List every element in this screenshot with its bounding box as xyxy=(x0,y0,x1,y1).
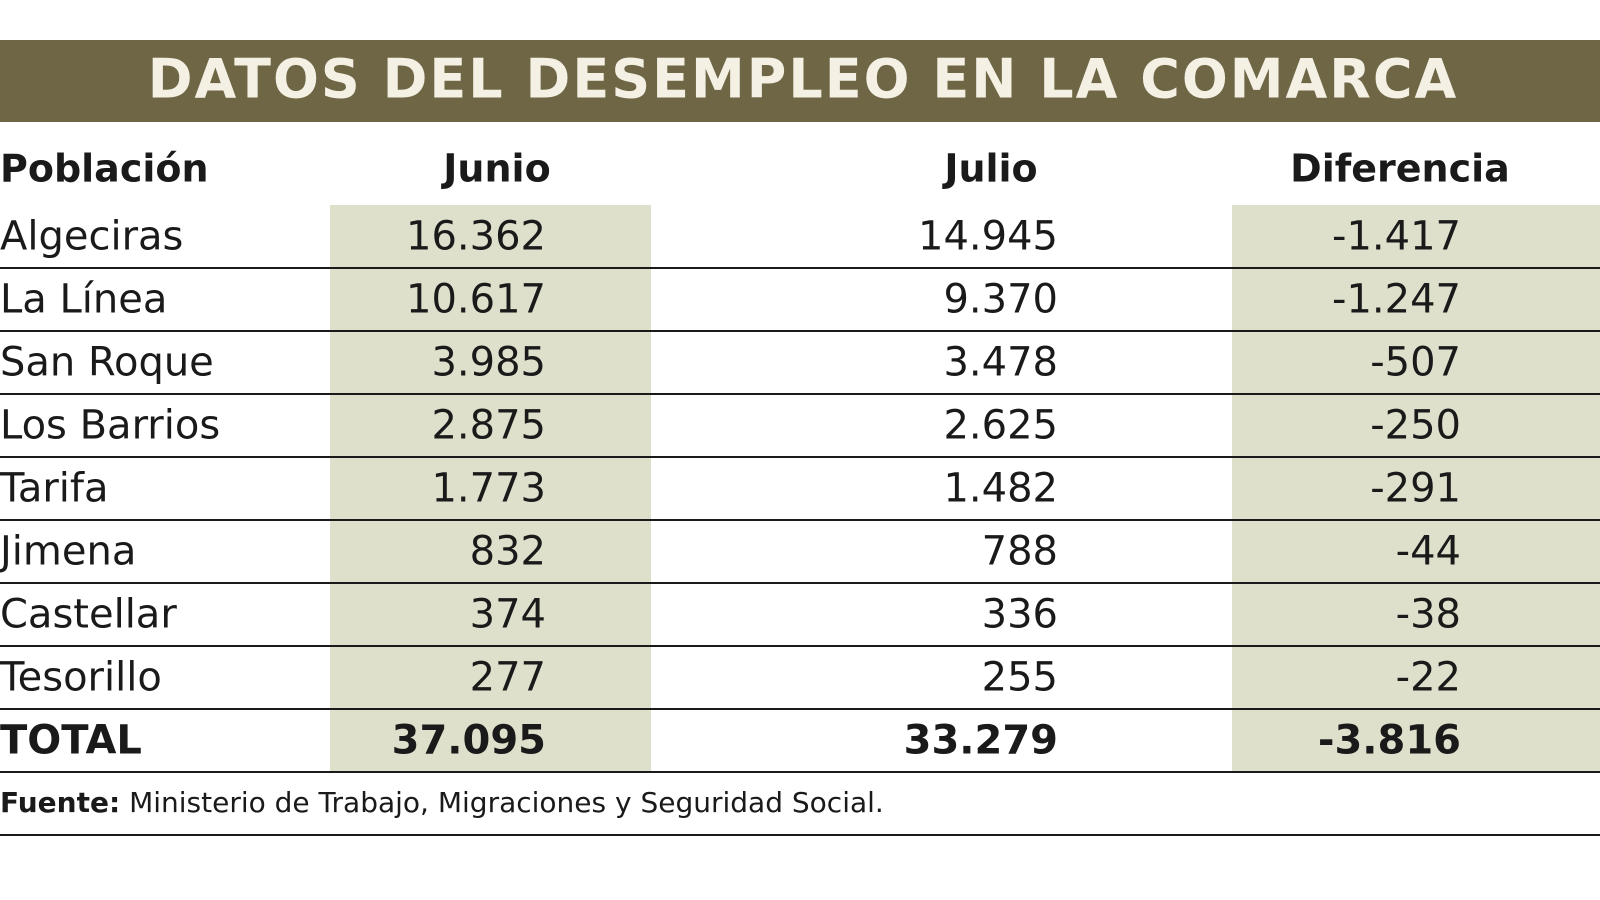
row-label: TOTAL xyxy=(0,718,142,764)
row-label: Castellar xyxy=(0,592,177,638)
row-label: La Línea xyxy=(0,277,167,323)
row-label: San Roque xyxy=(0,340,214,386)
row-label: Los Barrios xyxy=(0,403,220,449)
cell: 16.362 xyxy=(406,214,546,260)
cell: 2.875 xyxy=(431,403,546,449)
cell: 10.617 xyxy=(406,277,546,323)
cell: -44 xyxy=(1396,529,1461,575)
cell: 1.773 xyxy=(431,466,546,512)
cell: -38 xyxy=(1396,592,1461,638)
cell: 336 xyxy=(982,592,1058,638)
source-text: Ministerio de Trabajo, Migraciones y Seg… xyxy=(129,786,884,819)
title-bar xyxy=(0,40,1600,122)
cell: 9.370 xyxy=(943,277,1058,323)
cell: 374 xyxy=(470,592,546,638)
cell: 255 xyxy=(982,655,1058,701)
cell: 33.279 xyxy=(904,718,1058,764)
shaded-column xyxy=(1232,205,1600,772)
cell: -291 xyxy=(1370,466,1461,512)
shaded-column xyxy=(330,205,651,772)
cell: 2.625 xyxy=(943,403,1058,449)
cell: 832 xyxy=(470,529,546,575)
cell: 1.482 xyxy=(943,466,1058,512)
source-label: Fuente: xyxy=(0,786,120,819)
cell: -3.816 xyxy=(1318,718,1461,764)
cell: -1.417 xyxy=(1332,214,1461,260)
cell: -22 xyxy=(1396,655,1461,701)
cell: 3.985 xyxy=(431,340,546,386)
column-header: Junio xyxy=(440,147,550,191)
cell: -1.247 xyxy=(1332,277,1461,323)
column-header: Diferencia xyxy=(1290,147,1510,191)
column-header: Población xyxy=(0,147,209,191)
row-label: Jimena xyxy=(0,529,136,575)
cell: -250 xyxy=(1370,403,1461,449)
cell: -507 xyxy=(1370,340,1461,386)
cell: 788 xyxy=(982,529,1058,575)
row-label: Tarifa xyxy=(0,466,108,512)
source: Fuente: Ministerio de Trabajo, Migracion… xyxy=(0,786,884,819)
cell: 14.945 xyxy=(918,214,1058,260)
title: DATOS DEL DESEMPLEO EN LA COMARCA xyxy=(148,48,1459,111)
row-label: Algeciras xyxy=(0,214,183,260)
cell: 3.478 xyxy=(943,340,1058,386)
cell: 277 xyxy=(470,655,546,701)
column-header: Julio xyxy=(941,147,1037,191)
cell: 37.095 xyxy=(392,718,546,764)
row-label: Tesorillo xyxy=(0,655,162,701)
